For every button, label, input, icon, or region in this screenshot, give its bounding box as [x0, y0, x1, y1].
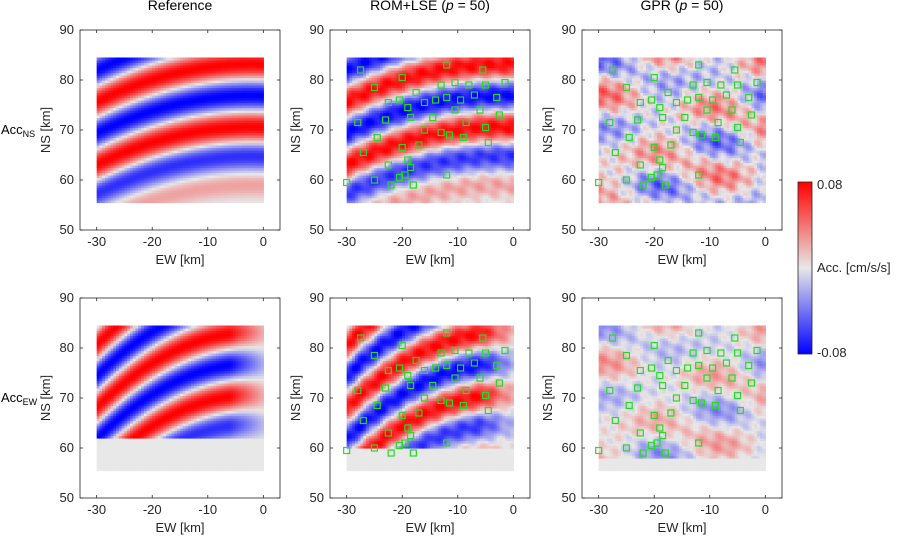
column-title-0: Reference [148, 0, 213, 13]
y-tick-label: 90 [60, 22, 74, 37]
x-tick-label: 0 [260, 234, 267, 249]
column-title-text: Reference [148, 0, 213, 13]
column-title-text: GPR ( [641, 0, 680, 13]
row-label-main: Acc [1, 390, 23, 405]
column-title-italic: p [678, 0, 687, 13]
heatmap-field [97, 58, 264, 204]
y-axis-label: NS [km] [38, 107, 53, 153]
x-tick-label: -10 [198, 234, 217, 249]
heatmap-cell [261, 58, 264, 61]
panel-ns-1: -30 -20 -10 05060708090EW [km]NS [km] [288, 22, 530, 267]
column-title-tail: = 50) [687, 0, 723, 13]
row-label-sub: EW [23, 397, 38, 407]
y-tick-label: 70 [60, 122, 74, 137]
column-title-1: ROM+LSE (p = 50) [370, 0, 490, 13]
row-label-main: Acc [1, 122, 23, 137]
x-tick-label: -20 [143, 234, 162, 249]
column-title-2: GPR (p = 50) [641, 0, 724, 13]
panel-ns-0: -30 -20 -10 0 50 60 70 80 90 EW [km] NS [km] [38, 22, 280, 267]
x-axis-label: EW [km] [155, 252, 204, 267]
x-tick-label: -30 [87, 234, 106, 249]
column-title-text: ROM+LSE ( [370, 0, 446, 13]
row-label-sub: NS [23, 129, 36, 139]
y-tick-label: 50 [60, 222, 74, 237]
y-tick-label: 80 [60, 72, 74, 87]
row-label-ns: AccNS [1, 122, 35, 139]
row-label-ew: AccEW [1, 390, 38, 407]
column-title-tail: = 50) [454, 0, 490, 13]
column-title-italic: p [445, 0, 454, 13]
y-tick-label: 60 [60, 172, 74, 187]
